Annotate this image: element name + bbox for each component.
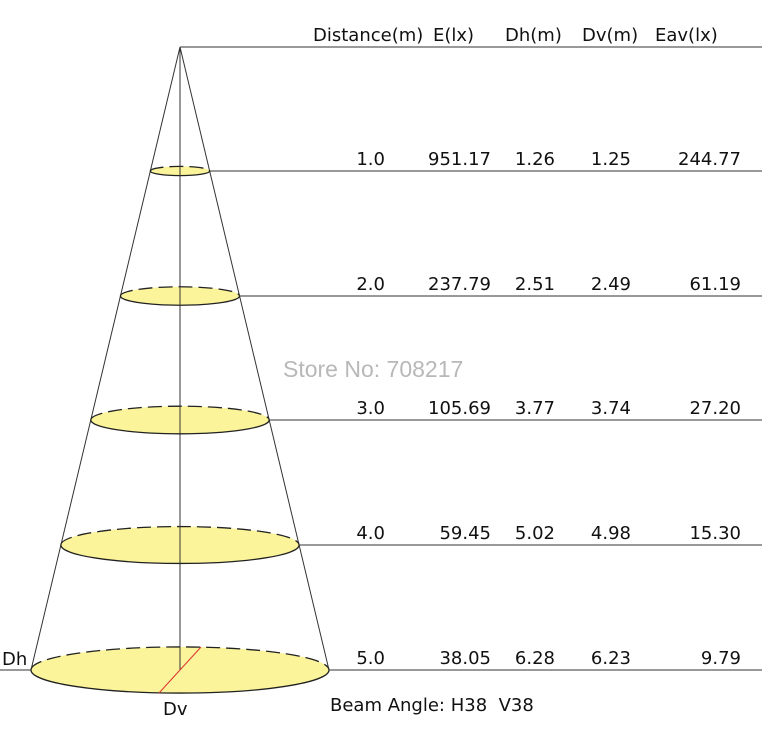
cell: 5.02 (515, 523, 555, 544)
cell: 2.49 (591, 274, 631, 295)
dv-label: Dv (163, 699, 188, 720)
column-header: E(lx) (433, 25, 474, 46)
cell: 59.45 (439, 523, 491, 544)
watermark: Store No: 708217 (283, 356, 463, 382)
dv-line (158, 646, 202, 694)
rings (30, 165, 762, 694)
cell: 1.25 (591, 149, 631, 170)
cone-edge (30, 46, 181, 671)
cell: 1.0 (356, 149, 385, 170)
cell: 237.79 (428, 274, 491, 295)
cell: 1.26 (515, 149, 555, 170)
cell: 951.17 (428, 149, 491, 170)
cell: 6.23 (591, 648, 631, 669)
cell: 5.0 (356, 648, 385, 669)
column-header: Distance(m) (313, 25, 423, 46)
beam-angle: Beam Angle: H38 V38 (330, 695, 534, 716)
cell: 2.0 (356, 274, 385, 295)
cell: 9.79 (701, 648, 741, 669)
cell: 38.05 (439, 648, 491, 669)
dh-label: Dh (2, 649, 27, 670)
column-header: Dh(m) (505, 25, 562, 46)
cell: 3.77 (515, 398, 555, 419)
cell: 3.74 (591, 398, 631, 419)
cell: 105.69 (428, 398, 491, 419)
rows: 1.0 951.17 1.26 1.25 244.77 2.0 237.79 2.51 2.49… (356, 149, 741, 669)
cell: 4.98 (591, 523, 631, 544)
cell: 15.30 (689, 523, 741, 544)
column-header: Eav(lx) (655, 25, 718, 46)
cell: 2.51 (515, 274, 555, 295)
cell: 27.20 (689, 398, 741, 419)
cell: 6.28 (515, 648, 555, 669)
ring-front (30, 669, 330, 694)
cell: 61.19 (689, 274, 741, 295)
column-header: Dv(m) (582, 25, 638, 46)
cell: 244.77 (678, 149, 741, 170)
cell: 4.0 (356, 523, 385, 544)
cone-edge (179, 46, 330, 671)
header: Distance(m) E(lx) Dh(m) Dv(m) Eav(lx) (313, 25, 718, 46)
cell: 3.0 (356, 398, 385, 419)
